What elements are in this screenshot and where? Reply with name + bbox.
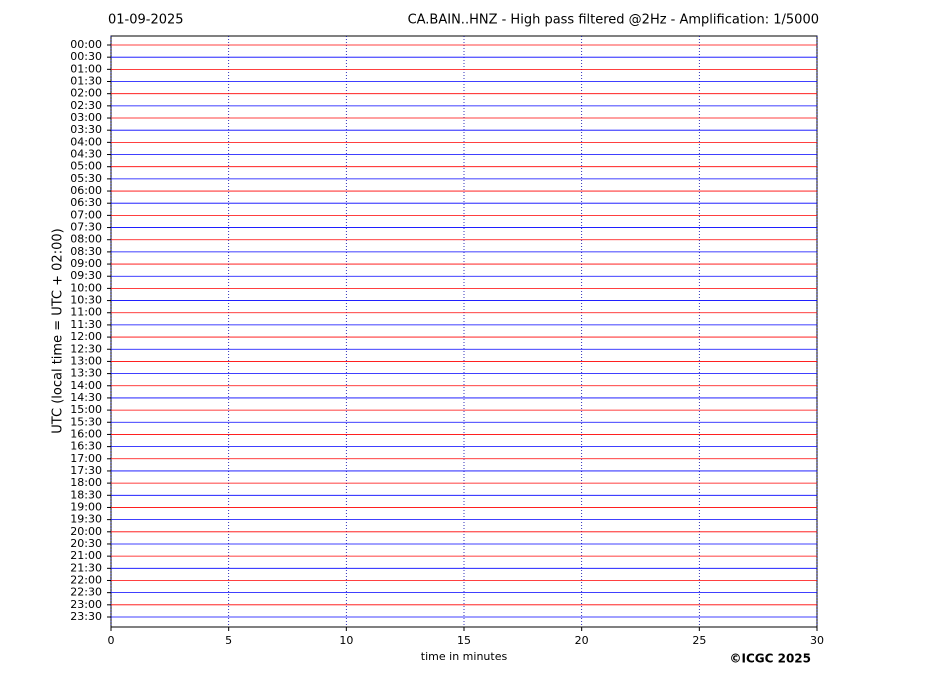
plot-frame xyxy=(110,35,818,628)
y-tick-label: 05:30 xyxy=(70,172,102,185)
x-tick-label: 15 xyxy=(457,634,471,647)
y-tick-label: 18:00 xyxy=(70,476,102,489)
x-tick-label: 30 xyxy=(810,634,824,647)
y-tick-label: 19:00 xyxy=(70,500,102,513)
x-tick-label: 0 xyxy=(108,634,115,647)
y-tick-label: 10:30 xyxy=(70,294,102,307)
y-tick-label: 23:00 xyxy=(70,598,102,611)
y-tick-label: 11:00 xyxy=(70,306,102,319)
y-tick-label: 20:30 xyxy=(70,537,102,550)
y-tick-label: 08:30 xyxy=(70,245,102,258)
y-tick-label: 20:00 xyxy=(70,525,102,538)
y-tick-label: 02:00 xyxy=(70,87,102,100)
y-tick-label: 13:00 xyxy=(70,354,102,367)
y-tick-label: 21:00 xyxy=(70,549,102,562)
y-tick-label: 05:00 xyxy=(70,160,102,173)
y-tick-label: 04:30 xyxy=(70,148,102,161)
y-tick-label: 22:00 xyxy=(70,573,102,586)
y-tick-label: 17:30 xyxy=(70,464,102,477)
y-tick-label: 18:30 xyxy=(70,488,102,501)
y-tick-label: 09:30 xyxy=(70,269,102,282)
y-tick-label: 10:00 xyxy=(70,281,102,294)
y-tick-label: 07:30 xyxy=(70,221,102,234)
y-tick-label: 13:30 xyxy=(70,367,102,380)
y-tick-label: 09:00 xyxy=(70,257,102,270)
y-tick-label: 04:00 xyxy=(70,135,102,148)
x-tick-label: 10 xyxy=(339,634,353,647)
y-tick-label: 23:30 xyxy=(70,610,102,623)
y-tick-label: 00:30 xyxy=(70,50,102,63)
x-axis-label: time in minutes xyxy=(421,650,508,663)
y-tick-label: 02:30 xyxy=(70,99,102,112)
y-tick-label: 16:30 xyxy=(70,440,102,453)
y-tick-label: 03:30 xyxy=(70,123,102,136)
x-tick-label: 5 xyxy=(225,634,232,647)
y-tick-label: 15:00 xyxy=(70,403,102,416)
copyright: ©ICGC 2025 xyxy=(729,652,811,666)
y-tick-label: 07:00 xyxy=(70,208,102,221)
x-tick-label: 20 xyxy=(575,634,589,647)
y-tick-label: 14:00 xyxy=(70,379,102,392)
y-tick-label: 01:30 xyxy=(70,75,102,88)
x-tick-label: 25 xyxy=(692,634,706,647)
y-tick-label: 01:00 xyxy=(70,62,102,75)
y-tick-label: 00:00 xyxy=(70,38,102,51)
y-tick-label: 12:30 xyxy=(70,342,102,355)
y-tick-label: 11:30 xyxy=(70,318,102,331)
y-tick-label: 19:30 xyxy=(70,513,102,526)
y-tick-label: 03:00 xyxy=(70,111,102,124)
y-tick-label: 17:00 xyxy=(70,452,102,465)
y-tick-label: 14:30 xyxy=(70,391,102,404)
chart-title: CA.BAIN..HNZ - High pass filtered @2Hz -… xyxy=(408,13,819,28)
y-tick-label: 22:30 xyxy=(70,586,102,599)
y-tick-label: 21:30 xyxy=(70,561,102,574)
y-tick-label: 16:00 xyxy=(70,427,102,440)
y-axis-label: UTC (local time = UTC + 02:00) xyxy=(51,228,66,433)
y-tick-label: 08:00 xyxy=(70,233,102,246)
date: 01-09-2025 xyxy=(108,13,184,28)
y-tick-label: 15:30 xyxy=(70,415,102,428)
y-tick-label: 06:00 xyxy=(70,184,102,197)
y-tick-label: 12:00 xyxy=(70,330,102,343)
y-tick-label: 06:30 xyxy=(70,196,102,209)
